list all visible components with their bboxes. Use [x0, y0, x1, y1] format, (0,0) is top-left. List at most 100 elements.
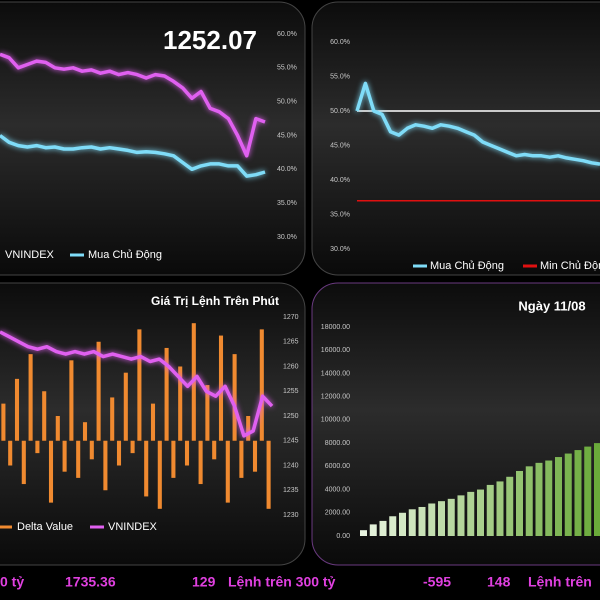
bar: [379, 520, 387, 536]
bar: [89, 440, 94, 460]
y-tick-label: 40.0%: [277, 166, 297, 173]
bar: [418, 506, 426, 536]
chart-title: 1252.07: [163, 25, 257, 55]
y-tick-label: 16000.00: [321, 347, 350, 354]
bar: [157, 440, 162, 509]
y-tick-label: 45.0%: [277, 132, 297, 139]
bar: [225, 440, 230, 503]
footer-value: 129: [192, 574, 216, 590]
footer-value: Lệnh trên 300 tỷ: [228, 574, 336, 590]
y-tick-label: 50.0%: [330, 108, 350, 115]
bar: [516, 470, 523, 536]
bar: [8, 440, 13, 466]
line: [355, 81, 600, 166]
bar: [428, 503, 436, 536]
y-tick-label: 1255: [283, 388, 299, 395]
bar: [144, 440, 149, 497]
y-tick-label: 8000.00: [325, 440, 350, 447]
y-tick-label: 14000.00: [321, 370, 350, 377]
legend-label: VNINDEX: [108, 521, 158, 533]
y-tick-label: 1245: [283, 438, 299, 445]
bar: [103, 440, 108, 491]
bar: [164, 347, 169, 441]
bar: [96, 341, 101, 441]
bar: [35, 440, 40, 454]
bar: [259, 329, 264, 441]
bar: [369, 524, 377, 536]
footer-value: 148: [487, 574, 511, 590]
bar: [389, 516, 397, 536]
y-tick-label: 40.0%: [330, 177, 350, 184]
footer-value: 0 tỷ: [0, 574, 24, 590]
line: [0, 52, 266, 158]
y-tick-label: 6000.00: [325, 463, 350, 470]
bar: [184, 440, 190, 466]
y-tick-label: 55.0%: [277, 65, 297, 72]
footer-value: Lệnh trên: [528, 574, 592, 590]
legend-label: Mua Chủ Động: [430, 260, 504, 272]
y-tick-label: 50.0%: [277, 99, 297, 106]
bar: [239, 440, 244, 478]
bar: [130, 440, 135, 454]
bar: [545, 460, 553, 536]
bar: [408, 509, 416, 536]
bar: [399, 512, 406, 536]
bar: [1, 403, 6, 441]
bar: [360, 530, 367, 536]
y-tick-label: 60.0%: [330, 39, 350, 46]
y-tick-label: 12000.00: [321, 394, 350, 401]
bar: [467, 491, 475, 536]
bar: [506, 476, 514, 536]
bar: [14, 378, 20, 441]
bar: [584, 446, 592, 536]
y-tick-label: 4000.00: [325, 486, 350, 493]
bar: [55, 416, 60, 441]
bar: [447, 498, 455, 536]
y-tick-label: 30.0%: [277, 234, 297, 241]
bar: [457, 495, 465, 536]
y-tick-label: 30.0%: [330, 246, 350, 253]
y-tick-label: 1265: [283, 339, 299, 346]
footer-value: -595: [423, 574, 451, 590]
chart-title: Ngày 11/08: [518, 298, 585, 313]
bar: [246, 416, 251, 441]
bar: [150, 403, 156, 441]
bar: [198, 440, 203, 485]
bar: [252, 440, 258, 472]
bar: [42, 391, 47, 441]
bar: [438, 501, 445, 536]
y-tick-label: 45.0%: [330, 142, 350, 149]
y-tick-label: 1235: [283, 487, 299, 494]
line: [0, 330, 274, 438]
bar: [137, 329, 142, 441]
bar: [171, 440, 176, 478]
bar: [535, 462, 543, 536]
footer-value: 1735.36: [65, 574, 116, 590]
y-tick-label: 1270: [283, 314, 299, 321]
y-tick-label: 1230: [283, 512, 299, 519]
y-tick-label: 10000.00: [321, 417, 350, 424]
bar: [110, 397, 115, 441]
legend-label: VNINDEX: [5, 249, 55, 261]
y-tick-label: 1250: [283, 413, 299, 420]
y-tick-label: 60.0%: [277, 31, 297, 38]
y-tick-label: 1260: [283, 363, 299, 370]
bar: [21, 440, 26, 485]
legend-label: Mua Chủ Động: [88, 249, 162, 261]
bar: [28, 354, 33, 441]
bar: [564, 453, 572, 536]
legend-label: Delta Value: [17, 521, 73, 533]
bar: [76, 440, 81, 478]
chart-title: Giá Trị Lệnh Trên Phút: [151, 294, 279, 308]
legend-label: Min Chủ Động: [540, 260, 600, 272]
panel: [311, 1, 600, 276]
bar: [525, 466, 533, 536]
bar: [594, 443, 600, 536]
y-tick-label: 55.0%: [330, 73, 350, 80]
bar: [486, 484, 494, 536]
bar: [496, 481, 504, 536]
y-tick-label: 35.0%: [330, 211, 350, 218]
bar: [82, 422, 88, 441]
bar: [574, 450, 582, 536]
